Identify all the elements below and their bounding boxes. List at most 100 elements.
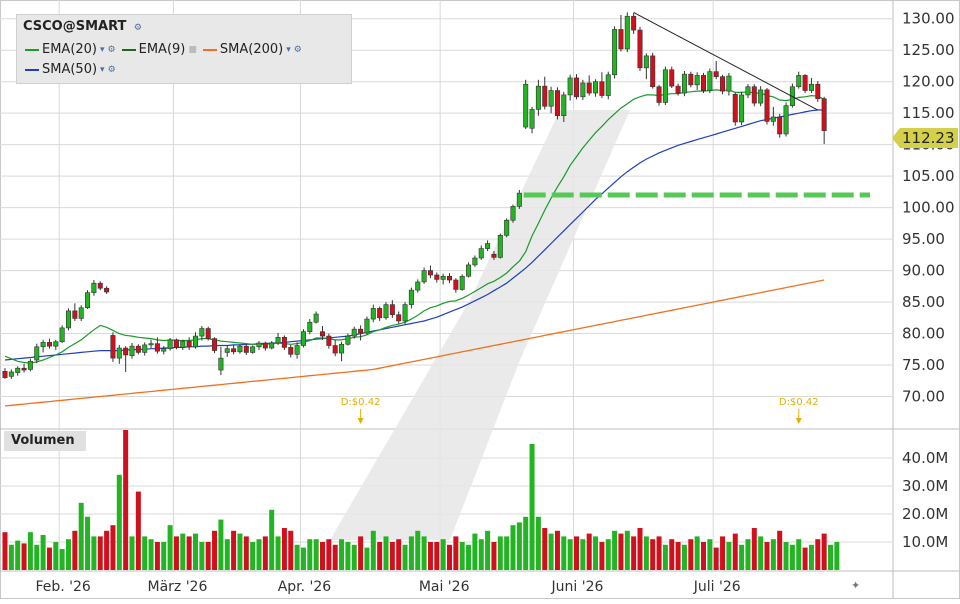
volume-bar <box>681 544 687 570</box>
volume-bar <box>529 444 535 570</box>
volume-bar <box>707 539 713 570</box>
candle-body <box>586 82 592 94</box>
y-tick-label: 85.00 <box>902 293 945 311</box>
volume-bar <box>256 539 262 570</box>
candle-body <box>631 15 637 31</box>
volume-bar <box>834 542 840 570</box>
volume-bar <box>364 547 370 570</box>
candle-body <box>59 327 65 343</box>
ema9-visibility-icon[interactable]: ■ <box>188 44 197 55</box>
candle-body <box>193 335 199 348</box>
sma200-dropdown-icon[interactable]: ▾ <box>286 44 291 55</box>
volume-bar <box>180 533 186 570</box>
volume-bar <box>250 542 256 570</box>
legend-ema9[interactable]: EMA(9) ■ <box>121 42 197 57</box>
candle-body <box>599 81 605 96</box>
volume-bar <box>326 539 332 570</box>
candle-body <box>231 348 237 353</box>
volume-bar <box>186 536 192 570</box>
volume-bar <box>415 530 421 570</box>
volume-bar <box>662 544 668 570</box>
candle-body <box>40 342 46 348</box>
candle-body <box>408 289 414 305</box>
sma200-settings-icon[interactable]: ⚙ <box>293 44 302 55</box>
dividend-marker-arrow <box>795 418 802 424</box>
legend-ema20[interactable]: EMA(20) ▾ ⚙ <box>25 42 116 57</box>
volume-bar <box>300 547 306 570</box>
candle-body <box>199 328 205 337</box>
volume-bar <box>440 539 446 570</box>
y-tick-label: 75.00 <box>902 356 945 374</box>
volume-bar <box>815 539 821 570</box>
volume-bar <box>40 535 46 570</box>
legend-sma200[interactable]: SMA(200) ▾ ⚙ <box>202 42 302 57</box>
volume-bar <box>275 536 281 570</box>
volume-bar <box>72 530 78 570</box>
sma200-swatch <box>202 48 217 51</box>
ema20-settings-icon[interactable]: ⚙ <box>107 44 116 55</box>
candle-body <box>212 338 218 351</box>
volume-bar <box>345 542 351 570</box>
candle-body <box>383 304 389 319</box>
candle-body <box>2 371 8 378</box>
volume-bar <box>237 533 243 570</box>
candle-body <box>637 29 643 69</box>
volume-bar <box>427 542 433 570</box>
volume-bar <box>745 539 751 570</box>
candle-body <box>300 331 306 346</box>
volume-tick-label: 10.0M <box>902 533 948 551</box>
volume-bar <box>421 536 427 570</box>
candle-body <box>497 235 503 258</box>
candle-body <box>605 74 611 96</box>
volume-bar <box>294 544 300 570</box>
candle-body <box>262 342 268 349</box>
volume-bar <box>478 539 484 570</box>
candle-body <box>707 71 713 91</box>
candle-body <box>796 75 802 88</box>
symbol-settings-icon[interactable]: ⚙ <box>133 23 142 33</box>
volume-tick-label: 40.0M <box>902 449 948 467</box>
candle-body <box>351 328 357 337</box>
volume-bar <box>720 536 726 570</box>
candle-body <box>345 335 351 345</box>
candle-body <box>504 219 510 236</box>
candle-body <box>319 331 325 337</box>
y-tick-label: 95.00 <box>902 230 945 248</box>
legend-row-2: SMA(50) ▾ ⚙ <box>25 62 122 77</box>
sma200-label: SMA(200) <box>219 42 284 57</box>
time-scroll-handle-icon[interactable]: ✦ <box>851 579 860 592</box>
ema20-dropdown-icon[interactable]: ▾ <box>100 44 105 55</box>
ema9-label: EMA(9) <box>138 42 186 57</box>
candle-body <box>656 86 662 103</box>
sma50-swatch <box>25 68 39 71</box>
y-tick-label: 100.00 <box>902 199 955 217</box>
volume-bar <box>281 528 287 570</box>
volume-bar <box>218 519 224 570</box>
volume-bar <box>643 536 649 570</box>
y-tick-label: 125.00 <box>902 41 955 59</box>
volume-tick-label: 20.0M <box>902 505 948 523</box>
volume-bar <box>27 532 33 570</box>
ema20-line <box>4 89 825 364</box>
volume-bar <box>21 543 27 570</box>
x-tick-label: Mai '26 <box>419 579 470 595</box>
volume-bar <box>770 539 776 570</box>
volume-bar <box>389 542 395 570</box>
dividend-label: D:$0.42 <box>779 397 819 408</box>
candle-body <box>758 89 764 104</box>
sma50-dropdown-icon[interactable]: ▾ <box>100 64 105 75</box>
volume-bar <box>332 544 338 570</box>
legend-row-1: EMA(20) ▾ ⚙ EMA(9) ■ SMA(200) ▾ ⚙ <box>25 42 308 57</box>
candle-body <box>427 270 433 276</box>
sma50-settings-icon[interactable]: ⚙ <box>107 64 116 75</box>
candle-body <box>72 310 78 319</box>
legend-sma50[interactable]: SMA(50) ▾ ⚙ <box>25 62 116 77</box>
volume-bar <box>802 547 808 570</box>
volume-bar <box>269 509 275 570</box>
volume-bar <box>288 530 294 570</box>
candle-body <box>510 206 516 221</box>
volume-bar <box>224 539 230 570</box>
candle-body <box>720 76 726 92</box>
